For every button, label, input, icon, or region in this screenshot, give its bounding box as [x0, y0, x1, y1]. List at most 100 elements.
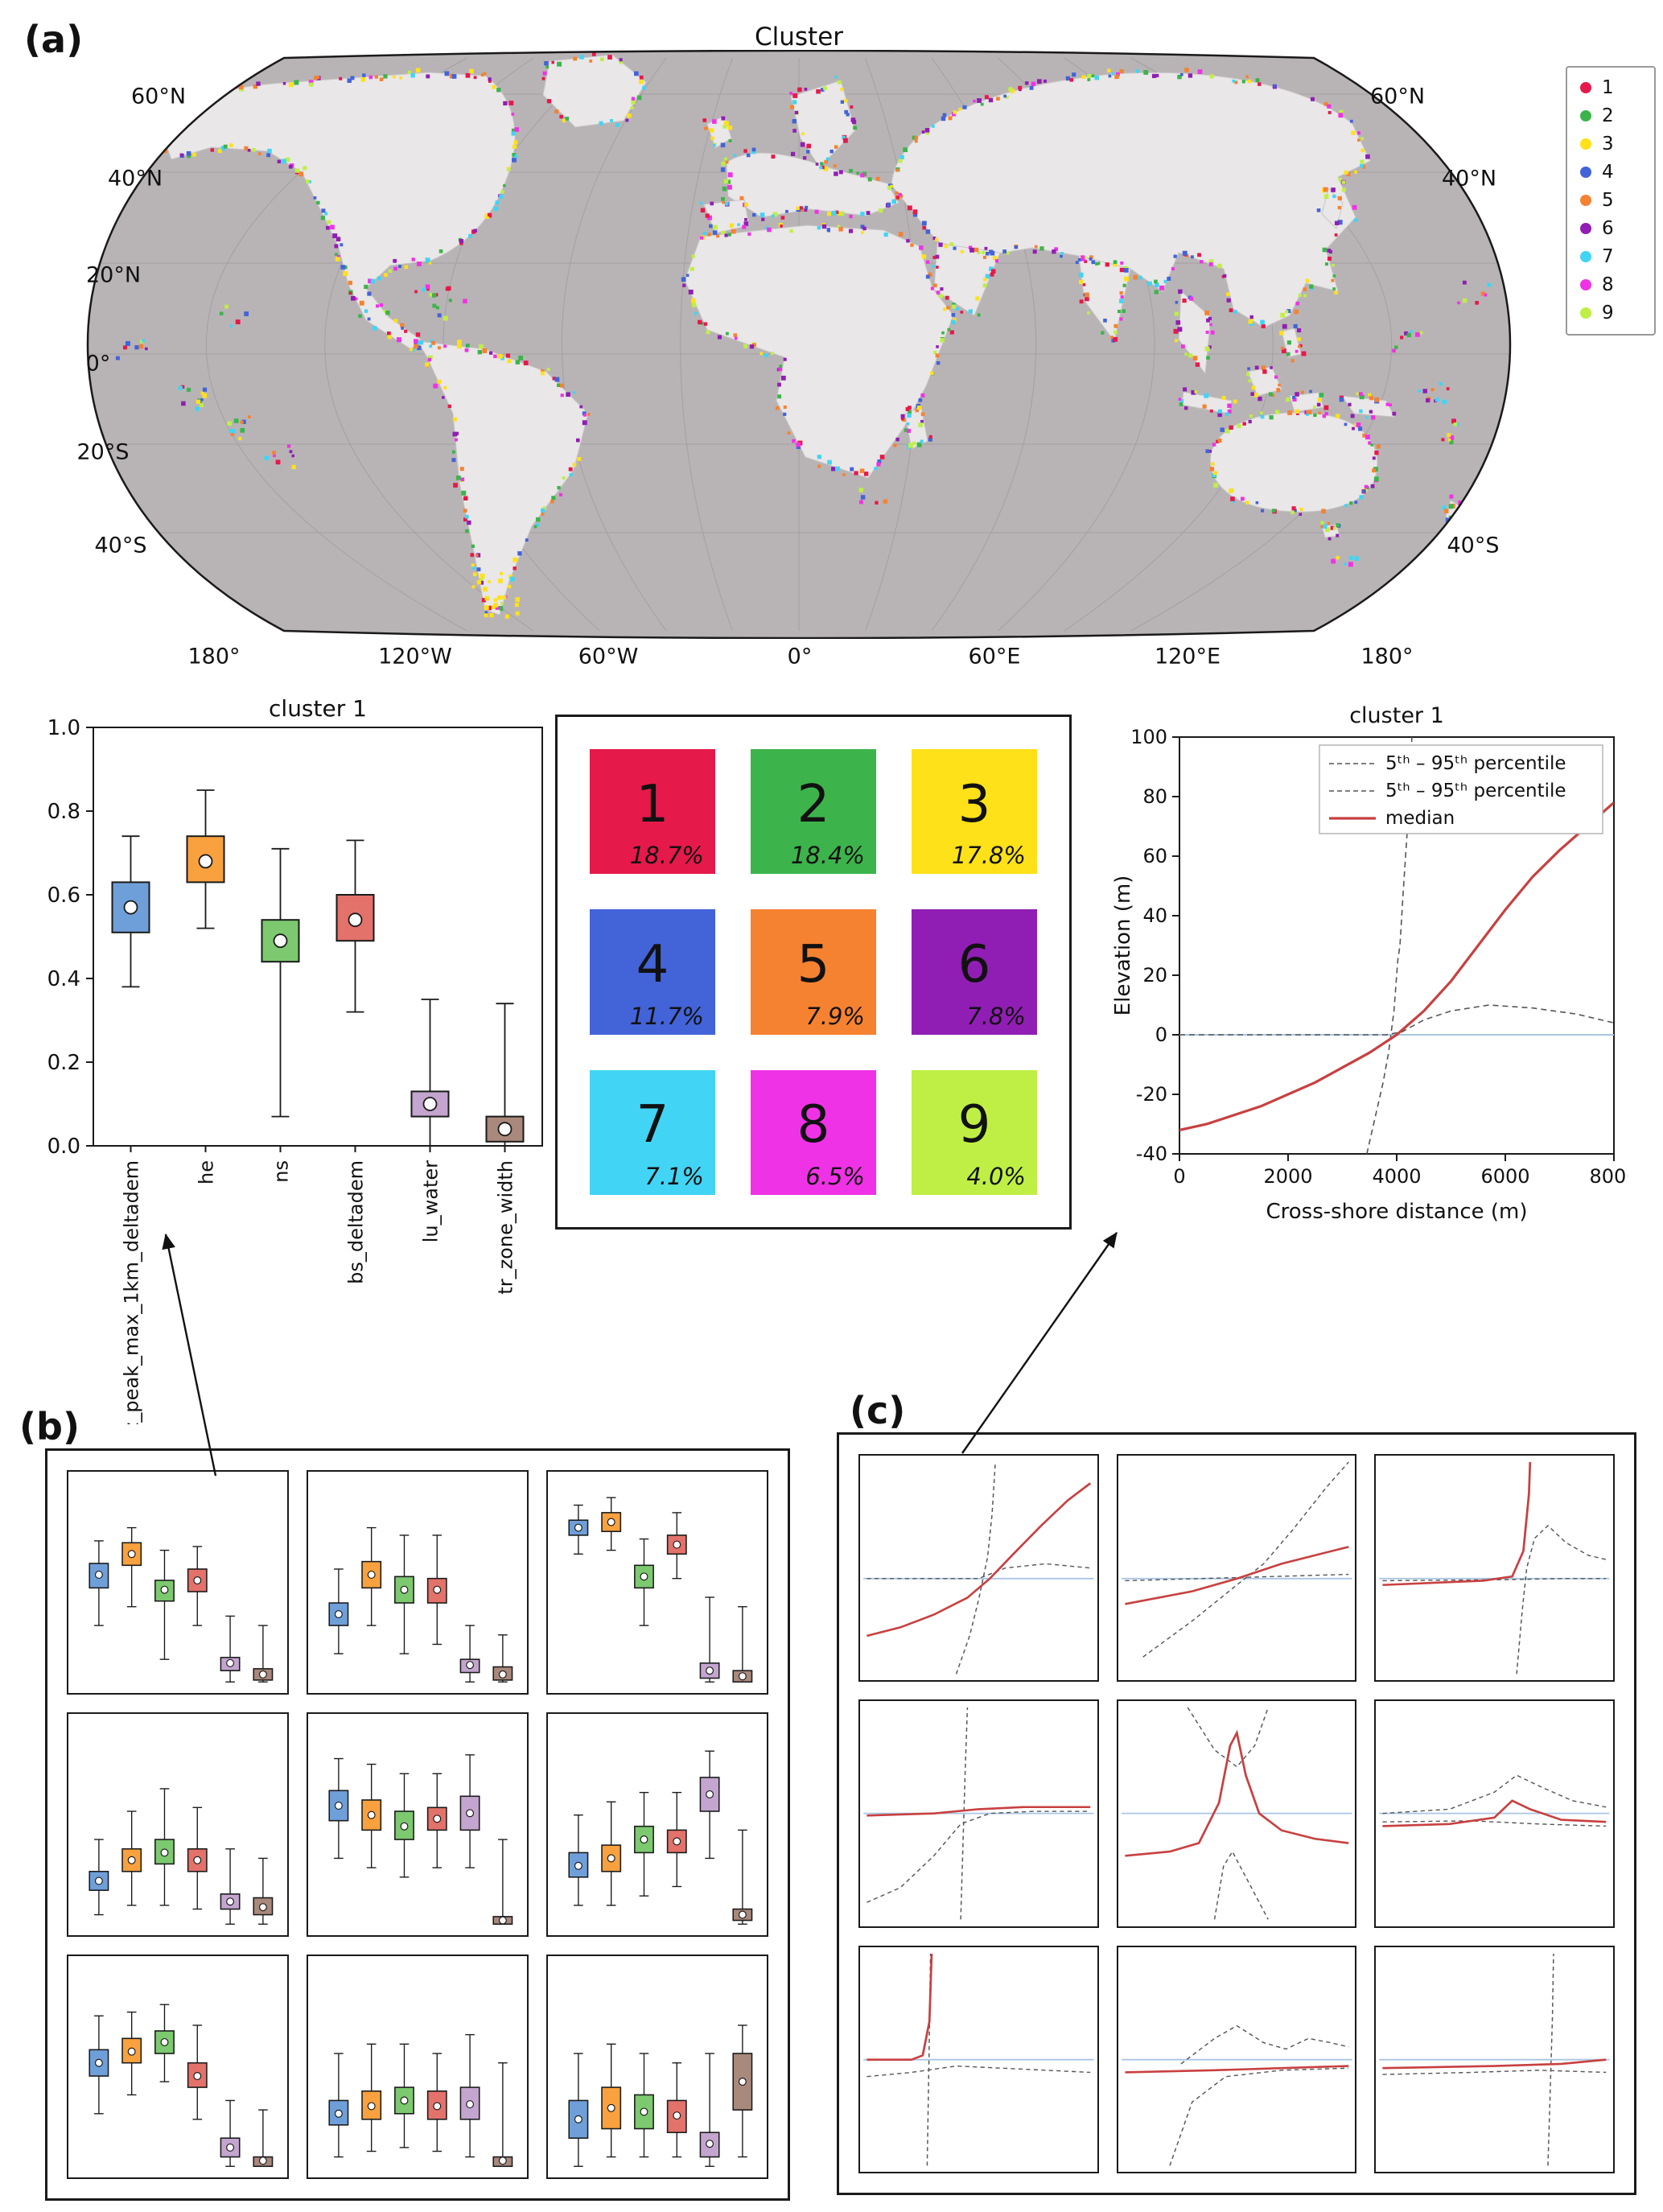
legend-item-6: 6 [1580, 218, 1654, 239]
svg-text:0.6: 0.6 [47, 884, 80, 908]
cluster1-profile: cluster 1 Elevation (m) Cross-shore dist… [1111, 703, 1628, 1224]
svg-text:40: 40 [1142, 904, 1167, 927]
mini-profile-1 [858, 1454, 1099, 1683]
arrow-to-profile [961, 1232, 1118, 1454]
svg-text:0.2: 0.2 [47, 1051, 80, 1075]
map-lon-0: 180° [187, 644, 241, 669]
share-cell-number: 5 [797, 934, 830, 995]
legend-dot-1 [1580, 82, 1591, 93]
svg-text:1.0: 1.0 [47, 716, 80, 740]
share-cell-percent: 11.7% [629, 1002, 704, 1030]
svg-text:5ᵗʰ – 95ᵗʰ percentile: 5ᵗʰ – 95ᵗʰ percentile [1385, 781, 1566, 801]
legend-dot-9 [1580, 307, 1591, 319]
legend-label-6: 6 [1602, 218, 1614, 239]
share-cell-percent: 18.4% [790, 842, 865, 870]
mini-profile-9 [1374, 1945, 1615, 2173]
map-lat-right-1: 40°N [1441, 166, 1497, 192]
share-cell-percent: 7.9% [805, 1002, 865, 1030]
svg-text:0.0: 0.0 [47, 1135, 80, 1159]
legend-label-2: 2 [1602, 105, 1614, 126]
legend-dot-4 [1580, 167, 1591, 178]
svg-text:2000: 2000 [1263, 1165, 1312, 1188]
svg-text:80: 80 [1142, 785, 1167, 808]
svg-text:6000: 6000 [1480, 1165, 1529, 1188]
mini-profile-7 [858, 1945, 1099, 2173]
map-legend: 1 2 3 4 5 6 7 8 9 [1566, 66, 1656, 336]
map-lon-4: 60°E [968, 644, 1021, 669]
svg-text:20: 20 [1142, 964, 1167, 987]
svg-text:median: median [1385, 808, 1455, 829]
mini-boxplot-4 [67, 1712, 289, 1937]
svg-text:0.8: 0.8 [47, 800, 80, 824]
legend-label-1: 1 [1602, 77, 1614, 98]
legend-label-4: 4 [1602, 162, 1614, 183]
share-cell-number: 3 [957, 774, 991, 834]
svg-text:-20: -20 [1136, 1083, 1167, 1106]
mini-boxplot-1 [67, 1470, 289, 1695]
share-cell-number: 2 [797, 774, 830, 834]
panel-b-label: (b) [19, 1405, 80, 1448]
share-cell-number: 7 [636, 1095, 669, 1155]
mini-boxplot-9 [546, 1955, 768, 2179]
legend-item-2: 2 [1580, 105, 1654, 126]
boxplot-axes: 0.0 0.2 0.4 0.6 0.8 1.0 z_peak_max_1km_deltade… [47, 716, 543, 1424]
map-land [159, 54, 1474, 616]
svg-text:8000: 8000 [1589, 1165, 1628, 1188]
map-lat-left-4: 20°S [76, 439, 130, 465]
profile-xlabel: Cross-shore distance (m) [1266, 1200, 1527, 1224]
map-lon-3: 0° [787, 644, 813, 669]
mini-boxplot-7 [67, 1955, 289, 2179]
mini-boxplot-3 [546, 1470, 768, 1695]
share-cell-number: 4 [636, 934, 669, 995]
share-cell-percent: 7.1% [644, 1162, 704, 1190]
svg-text:ns: ns [270, 1160, 293, 1183]
legend-dot-5 [1580, 195, 1591, 206]
svg-text:-40: -40 [1136, 1143, 1167, 1165]
share-cell-1: 1 18.7% [590, 749, 715, 875]
mini-boxplot-2 [307, 1470, 529, 1695]
panel-a-label: (a) [24, 18, 84, 61]
legend-label-8: 8 [1602, 274, 1614, 295]
legend-item-4: 4 [1580, 162, 1654, 183]
map-lat-left-0: 60°N [130, 84, 187, 109]
boxplot-title: cluster 1 [269, 695, 367, 722]
svg-text:0: 0 [1155, 1024, 1167, 1046]
mini-profile-grid [837, 1432, 1636, 2195]
map-lat-left-1: 40°N [107, 166, 163, 192]
legend-label-5: 5 [1602, 190, 1614, 211]
legend-item-7: 7 [1580, 246, 1654, 267]
mini-profile-3 [1374, 1454, 1615, 1683]
mini-boxplot-8 [307, 1955, 529, 2179]
svg-text:4000: 4000 [1372, 1165, 1421, 1188]
map-cluster-points [115, 51, 1492, 619]
map-lat-right-2: 40°S [1447, 533, 1500, 558]
svg-text:bs_deltadem: bs_deltadem [345, 1160, 368, 1284]
share-cell-3: 3 17.8% [912, 749, 1037, 875]
world-map [86, 50, 1512, 639]
legend-label-9: 9 [1602, 303, 1614, 323]
legend-item-5: 5 [1580, 190, 1654, 211]
legend-item-1: 1 [1580, 77, 1654, 98]
mini-boxplot-5 [307, 1712, 529, 1937]
map-lat-left-3: 0° [85, 351, 111, 377]
share-cell-percent: 6.5% [805, 1162, 865, 1190]
share-cell-number: 8 [797, 1095, 830, 1155]
mini-boxplot-grid [45, 1448, 790, 2201]
mini-profile-2 [1116, 1454, 1357, 1683]
svg-text:lu_water: lu_water [420, 1160, 443, 1242]
map-outline [86, 50, 1512, 639]
boxplot-boxes [111, 789, 525, 1147]
cluster1-boxplot: cluster 1 0.0 0.2 0.4 0.6 0.8 1.0 z_peak_max_1… [47, 695, 543, 1424]
mini-profile-6 [1374, 1699, 1615, 1928]
share-cell-5: 5 7.9% [751, 909, 876, 1035]
map-lon-1: 120°W [378, 644, 452, 669]
map-lat-right-0: 60°N [1369, 84, 1426, 109]
mini-boxplot-6 [546, 1712, 768, 1937]
share-cell-2: 2 18.4% [751, 749, 876, 875]
map-lat-left-5: 40°S [94, 533, 147, 558]
land-asia [891, 72, 1371, 328]
legend-item-9: 9 [1580, 303, 1654, 323]
panel-c-label: (c) [850, 1389, 906, 1432]
map-lat-left-2: 20°N [85, 262, 142, 288]
legend-dot-6 [1580, 223, 1591, 234]
